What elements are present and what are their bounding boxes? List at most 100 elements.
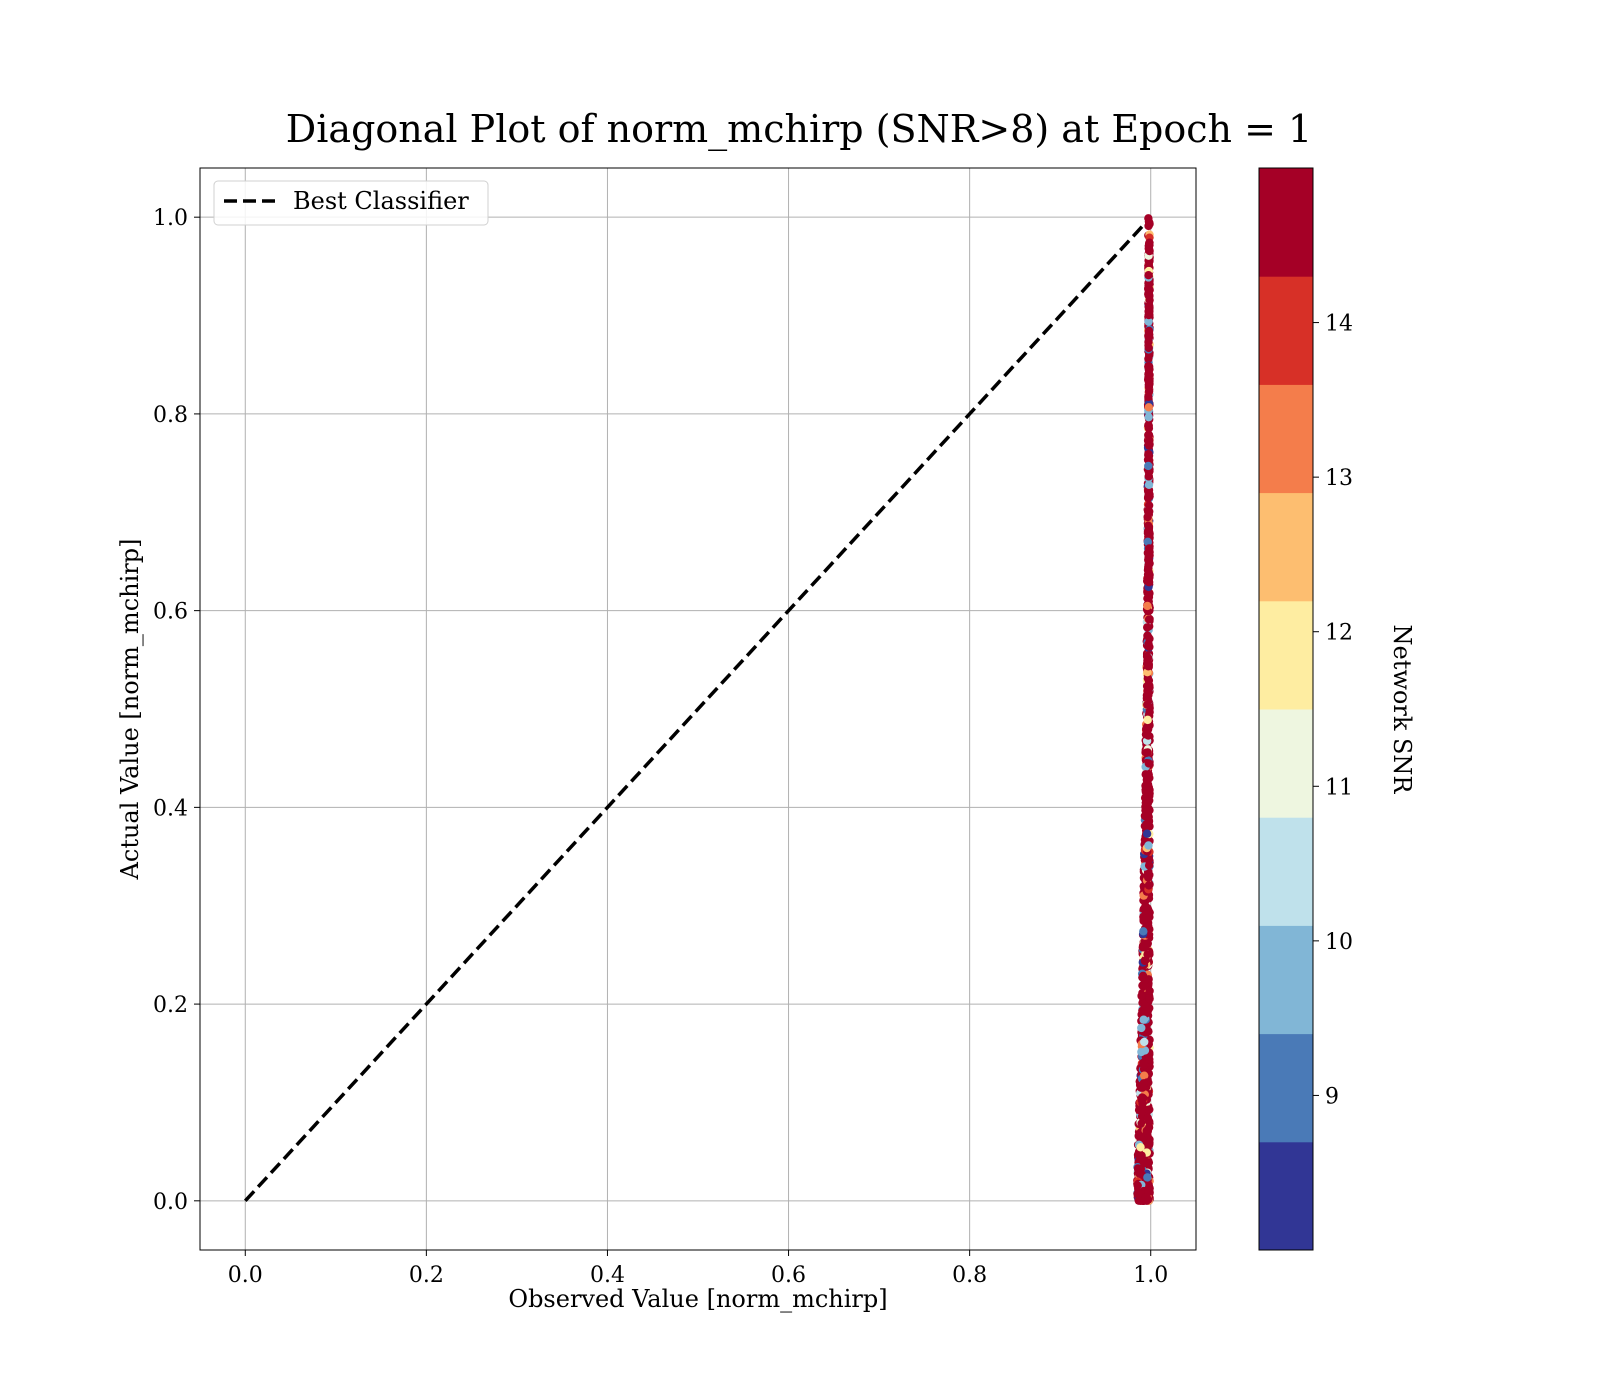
colorbar-bin — [1259, 168, 1313, 277]
colorbar: 9 10 11 12 13 14 Network SNR — [1258, 167, 1416, 1251]
x-axis-label: Observed Value [norm_mchirp] — [508, 1285, 887, 1313]
plot-area: 0.0 0.2 0.4 0.6 0.8 1.0 0.0 0.2 0.4 0.6 0.8 1.0 — [153, 167, 1197, 1288]
scatter-point — [1144, 281, 1153, 290]
scatter-point — [1144, 472, 1153, 481]
scatter-point — [1140, 956, 1150, 966]
scatter-point — [1140, 975, 1150, 985]
colorbar-bin — [1259, 1141, 1313, 1251]
colorbar-ticks: 9 10 11 12 13 14 — [1313, 312, 1353, 1109]
scatter-point — [1145, 240, 1154, 250]
scatter-point — [1142, 1126, 1151, 1135]
scatter-point — [1143, 690, 1153, 699]
scatter-point — [1143, 1113, 1153, 1123]
scatter-point — [1144, 526, 1154, 535]
colorbar-tick-label: 9 — [1325, 1084, 1339, 1109]
scatter-point — [1144, 291, 1154, 301]
scatter-point — [1143, 1173, 1152, 1182]
colorbar-tick-label: 10 — [1325, 930, 1353, 955]
scatter-point — [1144, 362, 1153, 371]
scatter-point — [1143, 601, 1152, 611]
colorbar-tick-label: 11 — [1325, 775, 1353, 800]
colorbar-bin — [1259, 925, 1313, 1035]
scatter-point — [1143, 674, 1153, 683]
scatter-point — [1144, 424, 1154, 433]
scatter-point — [1144, 461, 1153, 471]
scatter-point — [1139, 915, 1148, 925]
scatter-point — [1145, 246, 1154, 256]
scatter-point — [1144, 310, 1153, 320]
scatter-point — [1137, 1151, 1146, 1160]
scatter-point — [1143, 822, 1153, 831]
scatter-point — [1142, 829, 1152, 838]
scatter-point — [1139, 1060, 1148, 1070]
scatter-point — [1143, 537, 1153, 547]
plot-frame — [199, 167, 1197, 1251]
scatter-point — [1144, 1195, 1153, 1204]
x-tick-label: 0.6 — [771, 1263, 806, 1288]
scatter-point — [1143, 715, 1152, 725]
scatter-point — [1144, 881, 1154, 890]
chart-title: Diagonal Plot of norm_mchirp (SNR>8) at … — [286, 107, 1312, 152]
x-tick-label: 0.8 — [952, 1263, 987, 1288]
scatter-point — [1145, 492, 1154, 501]
scatter-point — [1144, 375, 1153, 384]
colorbar-bin — [1259, 492, 1313, 602]
scatter-point — [1144, 759, 1154, 768]
scatter-point — [1140, 1046, 1150, 1055]
legend-entry-best-classifier: Best Classifier — [293, 187, 469, 215]
scatter-point — [1144, 795, 1153, 804]
colorbar-tick-label: 12 — [1325, 621, 1353, 646]
scatter-point — [1138, 1083, 1147, 1092]
colorbar-label: Network SNR — [1388, 625, 1416, 795]
scatter-point — [1136, 1143, 1145, 1152]
colorbar-bin — [1259, 276, 1313, 385]
x-tick-label: 0.2 — [409, 1263, 444, 1288]
scatter-point — [1139, 927, 1148, 936]
scatter-point — [1143, 939, 1152, 948]
scatter-points — [1133, 214, 1154, 1206]
scatter-point — [1144, 392, 1153, 402]
colorbar-bin — [1259, 600, 1313, 710]
scatter-point — [1133, 1164, 1143, 1173]
y-tick-label: 1.0 — [153, 206, 188, 231]
scatter-point — [1137, 1119, 1146, 1128]
scatter-point — [1143, 778, 1152, 787]
scatter-point — [1144, 343, 1153, 353]
scatter-point — [1137, 1106, 1146, 1116]
x-tick-label: 1.0 — [1133, 1263, 1168, 1288]
scatter-point — [1143, 950, 1152, 959]
scatter-point — [1144, 382, 1154, 392]
y-tick-label: 0.8 — [153, 403, 188, 428]
y-tick-label: 0.6 — [153, 600, 188, 625]
colorbar-bin — [1259, 817, 1313, 926]
scatter-point — [1144, 480, 1154, 490]
scatter-point — [1143, 623, 1152, 632]
scatter-point — [1143, 574, 1153, 583]
x-tick-label: 0.0 — [228, 1263, 263, 1288]
scatter-point — [1145, 634, 1154, 643]
scatter-point — [1145, 1138, 1154, 1147]
scatter-point — [1139, 1071, 1149, 1080]
scatter-point — [1137, 1023, 1146, 1033]
scatter-point — [1144, 1187, 1153, 1197]
scatter-point — [1145, 707, 1154, 717]
scatter-point — [1144, 841, 1153, 850]
scatter-point — [1134, 1196, 1143, 1205]
x-tick-label: 0.4 — [590, 1263, 625, 1288]
reference-line-group — [243, 215, 1153, 1203]
colorbar-bin — [1259, 709, 1313, 818]
y-axis-label: Actual Value [norm_mchirp] — [116, 539, 144, 881]
colorbar-tick-label: 14 — [1325, 312, 1353, 337]
scatter-point — [1144, 861, 1154, 870]
scatter-point — [1144, 615, 1154, 624]
scatter-point — [1143, 593, 1153, 603]
scatter-point — [1140, 811, 1150, 821]
y-tick-label: 0.0 — [153, 1190, 188, 1215]
scatter-point — [1144, 403, 1154, 412]
scatter-point — [1144, 412, 1153, 422]
scatter-point — [1142, 1008, 1152, 1018]
scatter-point — [1144, 317, 1153, 326]
colorbar-bin — [1259, 1033, 1313, 1143]
scatter-point — [1145, 436, 1154, 445]
